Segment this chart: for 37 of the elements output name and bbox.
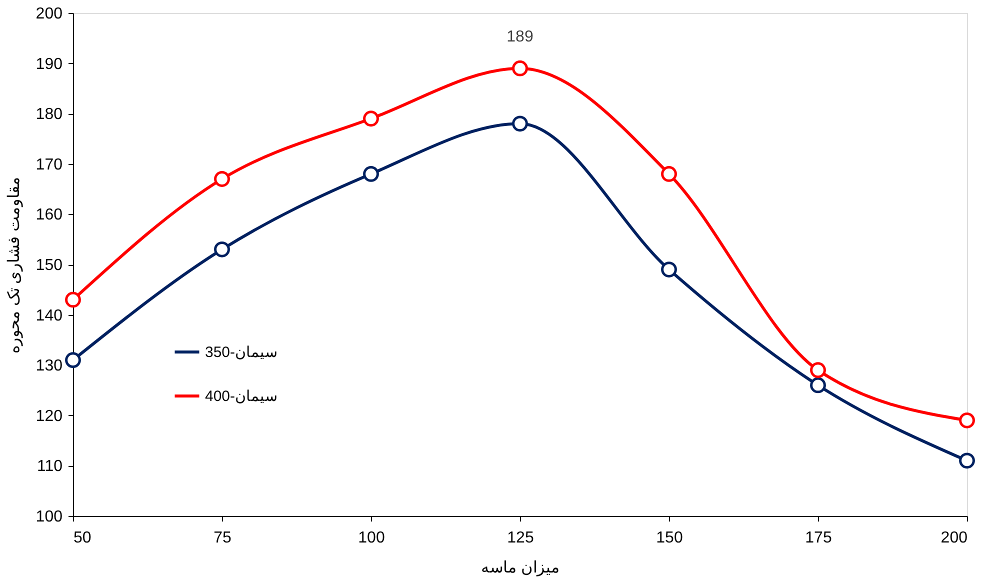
y-tick-label: 180 — [36, 106, 63, 124]
point — [214, 241, 230, 258]
x-tick-label: 175 — [805, 530, 832, 546]
point — [363, 110, 379, 127]
x-tick-label: 100 — [358, 530, 385, 546]
y-tick-label: 130 — [36, 358, 63, 375]
point — [65, 352, 81, 368]
x-tick-label: 125 — [507, 530, 534, 546]
y-tick-label: 160 — [36, 206, 63, 224]
x-tick-label: 50 — [74, 530, 92, 546]
point — [512, 116, 528, 132]
y-axis-title: مقاومت فشاری تک محوره — [6, 176, 23, 354]
legend-label: 350-سیمان — [205, 344, 278, 361]
y-tick-label: 110 — [36, 458, 63, 476]
y-tick-label: 140 — [36, 307, 63, 324]
legend-label: 400-سیمان — [205, 388, 278, 405]
point — [810, 377, 826, 394]
y-tick-label: 190 — [36, 56, 63, 73]
point — [810, 362, 826, 378]
x-axis-title: میزان ماسه — [480, 560, 560, 576]
x-tick-label: 150 — [656, 530, 683, 546]
point — [512, 60, 528, 76]
y-tick-label: 120 — [36, 408, 63, 425]
data-label: 189 — [506, 28, 534, 46]
point — [959, 412, 975, 428]
point — [959, 452, 975, 469]
x-tick-label: 75 — [214, 530, 232, 546]
point — [65, 292, 81, 308]
y-tick-label: 100 — [36, 508, 63, 526]
y-tick-label: 150 — [36, 257, 63, 274]
point — [661, 262, 677, 278]
point — [363, 166, 379, 182]
y-tick-label: 170 — [36, 156, 63, 174]
y-tick-label: 200 — [36, 6, 63, 22]
point — [214, 171, 230, 187]
x-tick-label: 200 — [940, 530, 968, 546]
point — [661, 166, 677, 182]
